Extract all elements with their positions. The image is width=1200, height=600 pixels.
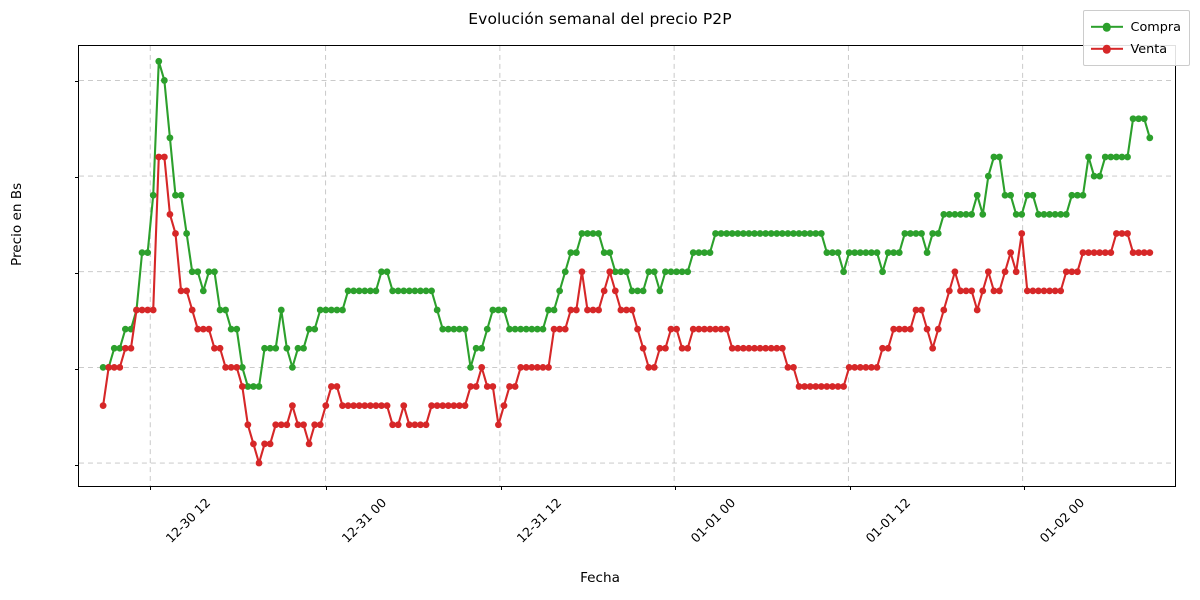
x-tick-mark [150, 486, 152, 490]
chart-legend: Compra Venta [1082, 10, 1190, 66]
data-series-layer [99, 57, 1154, 467]
x-tick-label: 01-02 00 [1036, 495, 1088, 546]
x-tick-label: 12-31 00 [338, 495, 390, 546]
x-tick-label: 01-01 12 [862, 495, 914, 546]
x-tick-label: 12-30 12 [162, 495, 214, 546]
legend-marker-compra [1090, 18, 1123, 36]
legend-label-venta: Venta [1130, 41, 1168, 57]
y-tick-mark [75, 80, 79, 82]
y-tick-mark [75, 272, 79, 274]
x-tick-mark [675, 486, 677, 490]
y-axis-title: Precio en Bs [9, 182, 25, 266]
y-tick-mark [75, 464, 79, 467]
series-venta [99, 153, 1154, 467]
legend-item-venta[interactable]: Venta [1090, 38, 1181, 60]
legend-label-compra: Compra [1130, 19, 1181, 35]
y-tick-mark [75, 368, 79, 370]
x-tick-mark [849, 486, 851, 490]
x-tick-mark [500, 486, 502, 490]
x-tick-mark [1024, 486, 1026, 490]
legend-marker-venta [1090, 40, 1123, 58]
series-compra [99, 57, 1154, 390]
legend-item-compra[interactable]: Compra [1090, 16, 1181, 38]
y-tick-mark [75, 176, 79, 178]
x-tick-label: 12-31 12 [513, 495, 564, 546]
x-tick-mark [326, 486, 328, 490]
chart-title: Evolución semanal del precio P2P [468, 10, 732, 28]
x-tick-label: 01-01 00 [687, 495, 739, 546]
x-axis-title: Fecha [580, 570, 620, 586]
